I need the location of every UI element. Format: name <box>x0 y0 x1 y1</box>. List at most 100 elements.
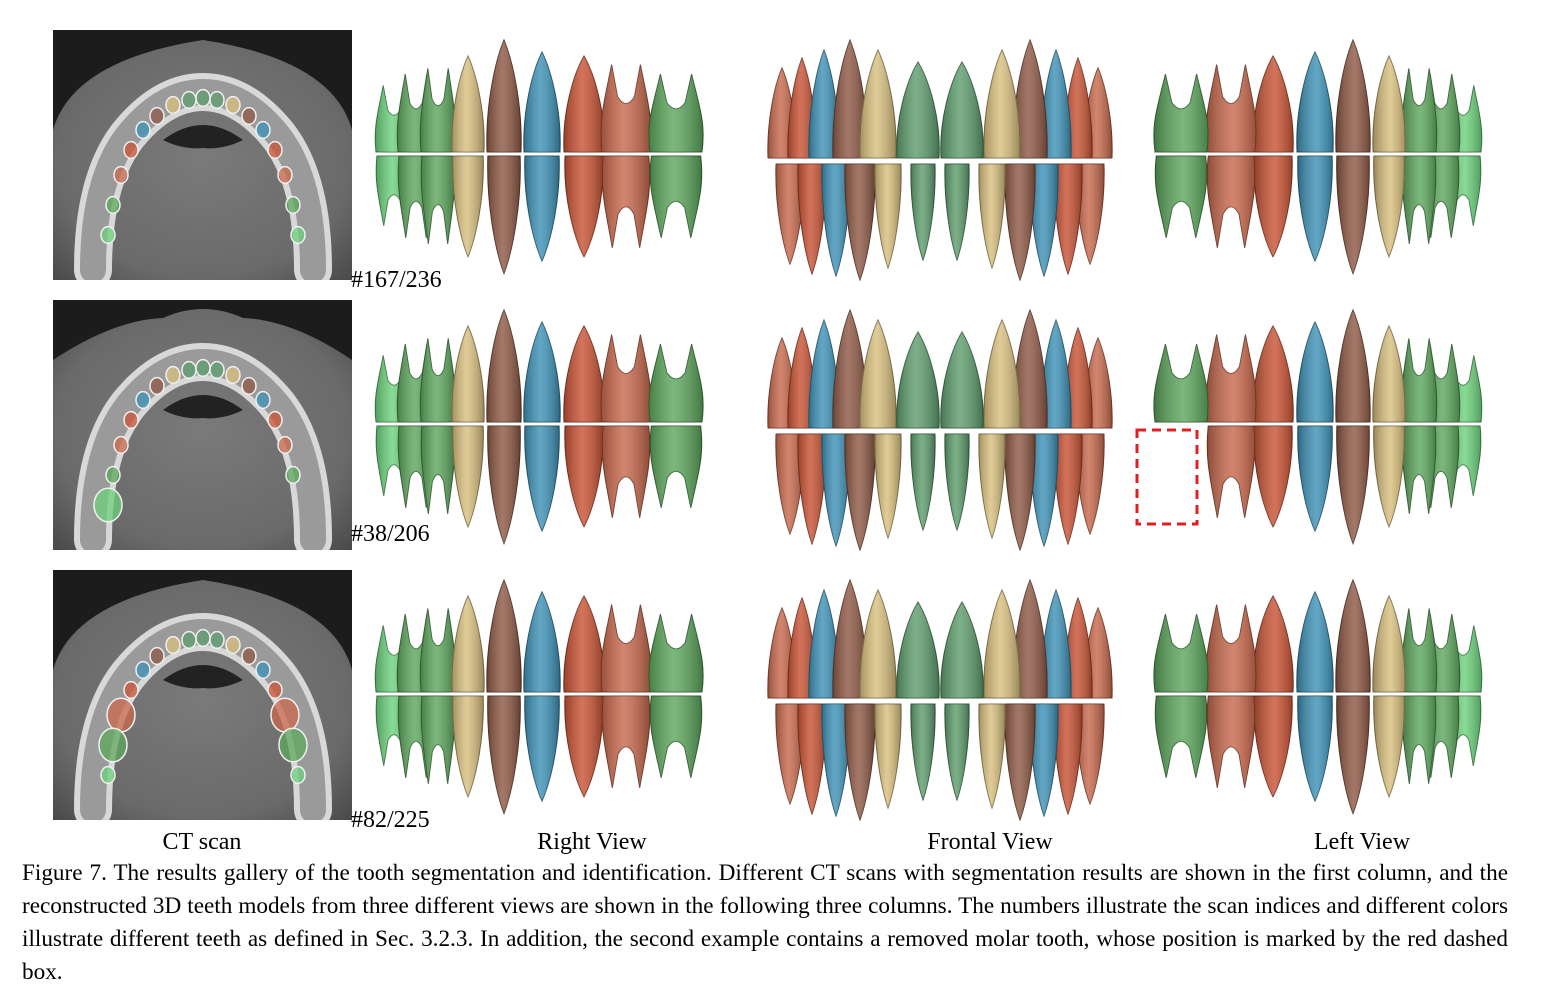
lower-tooth-incisor_lateral-shading <box>1373 156 1405 257</box>
upper-front-tooth-incisor_central-shading <box>896 332 940 428</box>
column-label-frontal-view: Frontal View <box>927 829 1053 855</box>
ct-tooth-canine <box>241 376 257 396</box>
ct-tooth-incisor_central <box>181 360 197 380</box>
figure-caption: Figure 7. The results gallery of the too… <box>22 860 1508 985</box>
upper-tooth-premolar_1-shading <box>523 52 561 152</box>
upper-tooth-molar_1-shading <box>600 64 652 152</box>
lower-front-tooth-molar_1-shading <box>775 704 805 804</box>
lower-front-tooth-premolar_2-shading <box>1053 434 1083 544</box>
upper-tooth-canine-shading <box>1335 310 1371 422</box>
upper-front-tooth-incisor_lateral-shading <box>859 320 897 428</box>
ct-slice-svg <box>53 309 352 550</box>
upper-tooth-molar_1-shading <box>1205 604 1257 692</box>
lower-tooth-premolar_2-shading <box>1253 156 1293 257</box>
ct-tooth-premolar_1 <box>255 120 271 140</box>
ct-scan-image-3 <box>53 570 352 820</box>
upper-tooth-canine-shading <box>486 580 522 692</box>
lower-front-tooth-premolar_1-shading <box>821 164 851 276</box>
lower-front-tooth-canine-shading <box>844 704 876 820</box>
upper-tooth-canine-shading <box>1335 580 1371 692</box>
ct-slice-svg <box>53 580 352 820</box>
column-label-ct-scan: CT scan <box>162 829 242 855</box>
lower-front-tooth-incisor_central-shading <box>944 164 970 260</box>
upper-front-tooth-incisor_central-shading <box>940 62 984 158</box>
ct-tooth-molar_1 <box>113 435 129 455</box>
ct-tooth-molar_1 <box>270 697 300 733</box>
ct-tooth-molar_1 <box>106 697 136 733</box>
upper-tooth-molar_2-shading <box>1401 338 1437 422</box>
upper-front-tooth-premolar_1-shading <box>1040 50 1072 158</box>
upper-tooth-incisor_lateral-shading <box>1372 596 1406 692</box>
lower-front-tooth-premolar_1-shading <box>821 434 851 546</box>
left-view-render-2 <box>1135 306 1483 556</box>
lower-tooth-canine-shading <box>1336 426 1370 544</box>
frontal-view-render-1 <box>767 36 1113 286</box>
lower-tooth-molar_1-shading <box>1207 696 1255 788</box>
upper-tooth-molar_1-shading <box>1205 64 1257 152</box>
lower-front-tooth-premolar_1-shading <box>1029 164 1059 276</box>
left-view-render-3 <box>1136 576 1483 826</box>
upper-front-tooth-incisor_lateral-shading <box>859 590 897 698</box>
upper-tooth-molar_2-shading <box>648 614 704 692</box>
upper-tooth-premolar_2-shading <box>563 596 605 692</box>
upper-front-tooth-incisor_lateral-shading <box>983 590 1021 698</box>
upper-front-tooth-canine-shading <box>1012 580 1048 698</box>
lower-tooth-canine-shading <box>487 426 521 544</box>
upper-front-tooth-canine-shading <box>832 580 868 698</box>
lower-front-tooth-premolar_2-shading <box>797 704 827 814</box>
lower-front-tooth-incisor_central-shading <box>944 434 970 530</box>
lower-front-tooth-premolar_2-shading <box>1053 164 1083 274</box>
upper-tooth-molar_2-shading <box>1401 68 1437 152</box>
lower-front-tooth-premolar_1-shading <box>1029 434 1059 546</box>
upper-tooth-incisor_lateral-shading <box>451 596 485 692</box>
ct-soft-tissue <box>53 40 352 280</box>
lower-tooth-molar_2-shading <box>1402 696 1436 784</box>
upper-tooth-incisor_lateral-shading <box>1372 326 1406 422</box>
upper-tooth-premolar_1-shading <box>523 592 561 692</box>
lower-front-tooth-incisor_central-shading <box>944 704 970 800</box>
side-view-svg <box>1153 38 1483 276</box>
lower-tooth-premolar_1-shading <box>1297 156 1333 261</box>
upper-tooth-molar_1-shading <box>600 604 652 692</box>
scan-index-1: #167/236 <box>351 267 442 293</box>
ct-tooth-premolar_1 <box>255 390 271 410</box>
ct-tooth-incisor_central <box>195 628 211 648</box>
lower-tooth-premolar_2-shading <box>1253 696 1293 797</box>
ct-tooth-incisor_lateral <box>165 635 181 655</box>
side-view-svg <box>374 38 704 276</box>
frontal-view-render-2 <box>767 306 1113 556</box>
lower-tooth-canine-shading <box>487 156 521 274</box>
lower-tooth-canine-shading <box>1336 696 1370 814</box>
upper-tooth-molar_2-shading <box>1153 74 1209 152</box>
lower-tooth-molar_2-shading <box>1402 426 1436 514</box>
ct-tooth-canine <box>241 106 257 126</box>
lower-tooth-molar_2-shading <box>650 426 702 508</box>
lower-tooth-incisor_lateral-shading <box>452 426 484 527</box>
upper-tooth-incisor_lateral-shading <box>1372 56 1406 152</box>
upper-tooth-molar_2-shading <box>1153 344 1209 422</box>
upper-tooth-premolar_2-shading <box>1252 56 1294 152</box>
ct-tooth-premolar_2 <box>267 680 283 700</box>
ct-tooth-premolar_2 <box>267 140 283 160</box>
lower-front-tooth-canine-shading <box>844 434 876 550</box>
ct-tooth-incisor_central <box>195 358 211 378</box>
ct-tooth-premolar_1 <box>135 120 151 140</box>
frontal-view-svg <box>767 308 1113 552</box>
ct-tooth-premolar_1 <box>135 390 151 410</box>
lower-tooth-premolar_1-shading <box>524 156 560 261</box>
lower-front-tooth-canine-shading <box>1004 434 1036 550</box>
upper-tooth-premolar_2-shading <box>1252 326 1294 422</box>
lower-front-tooth-incisor_lateral-shading <box>978 164 1006 268</box>
upper-tooth-molar_2-shading <box>420 608 456 692</box>
upper-tooth-molar_1-shading <box>600 334 652 422</box>
side-view-svg <box>374 308 704 546</box>
upper-front-tooth-incisor_lateral-shading <box>983 50 1021 158</box>
upper-tooth-molar_2-shading <box>648 74 704 152</box>
upper-tooth-premolar_1-shading <box>1296 52 1334 152</box>
upper-front-tooth-premolar_1-shading <box>808 50 840 158</box>
ct-tooth-molar_3 <box>290 225 306 245</box>
ct-tooth-premolar_2 <box>123 410 139 430</box>
upper-front-tooth-incisor_central-shading <box>940 332 984 428</box>
ct-tooth-premolar_1 <box>255 660 271 680</box>
missing-molar-marker <box>1135 428 1199 526</box>
